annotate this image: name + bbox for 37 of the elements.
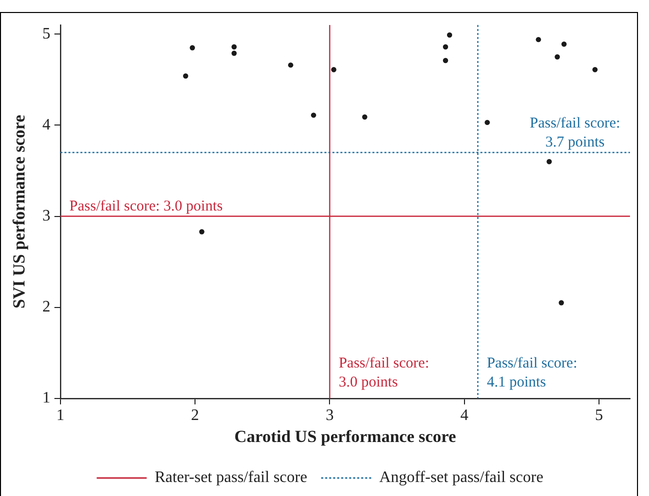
point	[232, 44, 237, 50]
x-tick-label: 4	[460, 407, 468, 424]
y-tick-label: 2	[42, 298, 50, 316]
point	[554, 54, 560, 60]
legend-label: Rater-set pass/fail score	[154, 469, 308, 486]
point	[288, 62, 294, 68]
point	[561, 42, 567, 47]
x-tick-label: 1	[56, 407, 64, 424]
x-tick-label: 2	[191, 407, 200, 424]
y-tick-label: 5	[42, 25, 50, 42]
point	[199, 229, 204, 234]
legend-label: Angoff-set pass/fail score	[379, 469, 544, 486]
x-axis-title: Carotid US performance score	[234, 427, 457, 446]
point	[183, 73, 188, 79]
x-tick-label: 5	[595, 407, 604, 424]
point	[558, 300, 564, 306]
ref-line-label: Pass/fail score: 4.1 points	[486, 355, 578, 390]
y-tick-label: 4	[42, 116, 50, 134]
point	[442, 58, 448, 64]
ref-line-label: Pass/fail score: 3.0 points	[338, 355, 430, 390]
point	[232, 50, 237, 56]
point	[362, 114, 368, 120]
y-axis-title: SVI US performance score	[10, 114, 29, 309]
y-tick-label: 3	[42, 207, 50, 224]
point	[310, 112, 316, 118]
ref-line-label: Pass/fail score: 3.0 points	[69, 198, 223, 214]
point	[592, 67, 598, 72]
point	[442, 44, 448, 50]
point	[190, 45, 195, 50]
point	[331, 67, 336, 72]
ref-line-label: Pass/fail score: 3.7 points	[530, 116, 620, 150]
point	[484, 120, 490, 126]
point	[546, 159, 552, 164]
x-tick-label: 3	[326, 407, 334, 424]
y-tick-label: 1	[42, 390, 50, 407]
point	[536, 36, 542, 42]
point	[446, 32, 452, 38]
